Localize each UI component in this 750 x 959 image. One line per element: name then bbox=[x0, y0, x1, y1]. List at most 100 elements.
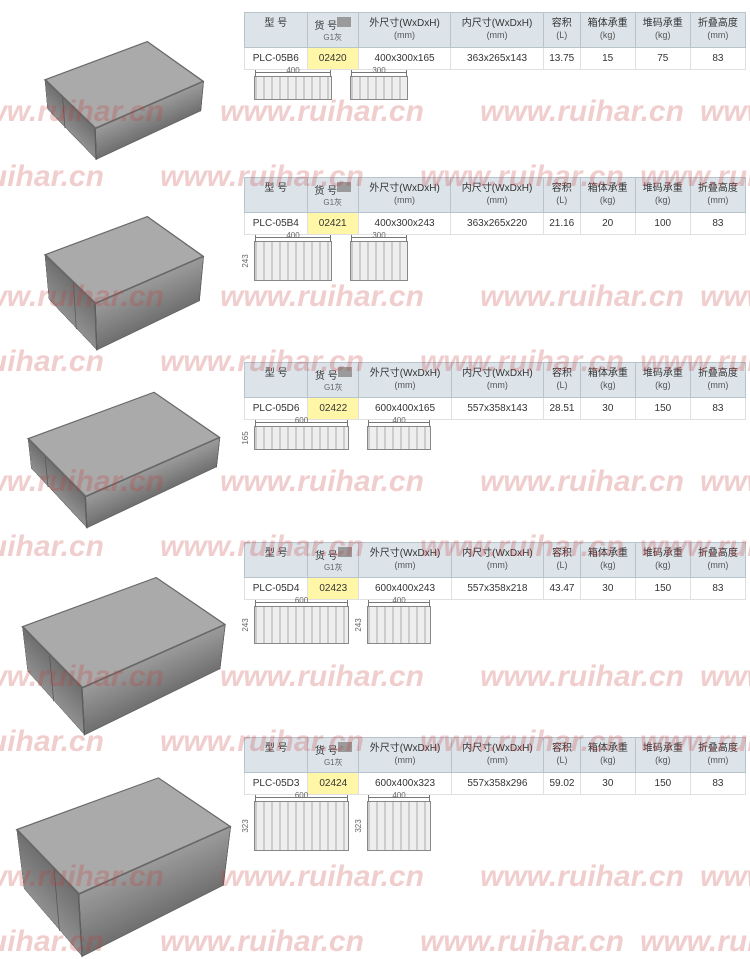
col-header-4: 容积(L) bbox=[544, 543, 581, 578]
spec-table: 型 号货 号G1灰外尺寸(WxDxH)(mm)内尺寸(WxDxH)(mm)容积(… bbox=[244, 737, 746, 795]
product-row-2: 型 号货 号G1灰外尺寸(WxDxH)(mm)内尺寸(WxDxH)(mm)容积(… bbox=[0, 350, 750, 530]
cell-box-load: 30 bbox=[580, 773, 635, 795]
col-header-1: 货 号G1灰 bbox=[308, 738, 359, 773]
col-header-1: 货 号G1灰 bbox=[307, 178, 358, 213]
cell-volume: 21.16 bbox=[543, 213, 580, 235]
col-header-0: 型 号 bbox=[245, 363, 308, 398]
col-header-3: 内尺寸(WxDxH)(mm) bbox=[451, 13, 544, 48]
cell-volume: 13.75 bbox=[543, 48, 580, 70]
cell-sku: 02424 bbox=[308, 773, 359, 795]
product-row-0: 型 号货 号G1灰外尺寸(WxDxH)(mm)内尺寸(WxDxH)(mm)容积(… bbox=[0, 0, 750, 165]
product-image bbox=[4, 538, 244, 713]
dimension-diagram bbox=[367, 801, 431, 851]
cell-sku: 02422 bbox=[308, 398, 359, 420]
col-header-2: 外尺寸(WxDxH)(mm) bbox=[358, 178, 451, 213]
cell-volume: 59.02 bbox=[544, 773, 581, 795]
cell-stack-load: 150 bbox=[635, 773, 690, 795]
col-header-3: 内尺寸(WxDxH)(mm) bbox=[451, 363, 543, 398]
spec-area: 型 号货 号G1灰外尺寸(WxDxH)(mm)内尺寸(WxDxH)(mm)容积(… bbox=[244, 538, 746, 644]
spec-area: 型 号货 号G1灰外尺寸(WxDxH)(mm)内尺寸(WxDxH)(mm)容积(… bbox=[244, 358, 746, 450]
col-header-6: 堆码承重(kg) bbox=[635, 178, 690, 213]
product-image bbox=[4, 8, 244, 153]
dimension-diagram bbox=[254, 426, 349, 450]
cell-volume: 28.51 bbox=[544, 398, 581, 420]
col-header-6: 堆码承重(kg) bbox=[635, 738, 690, 773]
cell-box-load: 30 bbox=[580, 578, 635, 600]
col-header-0: 型 号 bbox=[245, 738, 308, 773]
cell-inner: 557x358x218 bbox=[451, 578, 543, 600]
cell-stack-load: 150 bbox=[635, 578, 690, 600]
col-header-5: 箱体承重(kg) bbox=[580, 13, 635, 48]
cell-volume: 43.47 bbox=[544, 578, 581, 600]
spec-area: 型 号货 号G1灰外尺寸(WxDxH)(mm)内尺寸(WxDxH)(mm)容积(… bbox=[244, 8, 746, 100]
cell-stack-load: 100 bbox=[635, 213, 690, 235]
diagram-row bbox=[244, 426, 746, 450]
col-header-2: 外尺寸(WxDxH)(mm) bbox=[359, 543, 451, 578]
cell-inner: 557x358x143 bbox=[451, 398, 543, 420]
diagram-row bbox=[244, 241, 746, 281]
cell-fold-h: 83 bbox=[690, 578, 745, 600]
cell-inner: 363x265x220 bbox=[451, 213, 544, 235]
spec-table: 型 号货 号G1灰外尺寸(WxDxH)(mm)内尺寸(WxDxH)(mm)容积(… bbox=[244, 177, 746, 235]
col-header-4: 容积(L) bbox=[543, 178, 580, 213]
cell-stack-load: 150 bbox=[635, 398, 690, 420]
col-header-6: 堆码承重(kg) bbox=[635, 543, 690, 578]
cell-sku: 02421 bbox=[307, 213, 358, 235]
cell-fold-h: 83 bbox=[690, 213, 745, 235]
spec-area: 型 号货 号G1灰外尺寸(WxDxH)(mm)内尺寸(WxDxH)(mm)容积(… bbox=[244, 173, 746, 281]
diagram-row bbox=[244, 606, 746, 644]
col-header-6: 堆码承重(kg) bbox=[635, 363, 690, 398]
dimension-diagram bbox=[367, 606, 431, 644]
cell-inner: 557x358x296 bbox=[451, 773, 543, 795]
col-header-1: 货 号G1灰 bbox=[307, 13, 358, 48]
cell-sku: 02420 bbox=[307, 48, 358, 70]
col-header-4: 容积(L) bbox=[544, 363, 581, 398]
col-header-7: 折叠高度(mm) bbox=[690, 13, 745, 48]
col-header-5: 箱体承重(kg) bbox=[580, 178, 635, 213]
cell-stack-load: 75 bbox=[635, 48, 690, 70]
col-header-0: 型 号 bbox=[245, 13, 308, 48]
diagram-row bbox=[244, 801, 746, 851]
cell-fold-h: 83 bbox=[690, 773, 745, 795]
col-header-3: 内尺寸(WxDxH)(mm) bbox=[451, 738, 543, 773]
dimension-diagram bbox=[350, 76, 408, 100]
dimension-diagram bbox=[254, 606, 349, 644]
col-header-7: 折叠高度(mm) bbox=[690, 738, 745, 773]
cell-box-load: 15 bbox=[580, 48, 635, 70]
product-image bbox=[4, 358, 244, 518]
dimension-diagram bbox=[254, 76, 332, 100]
col-header-5: 箱体承重(kg) bbox=[580, 543, 635, 578]
spec-area: 型 号货 号G1灰外尺寸(WxDxH)(mm)内尺寸(WxDxH)(mm)容积(… bbox=[244, 733, 746, 851]
spec-table: 型 号货 号G1灰外尺寸(WxDxH)(mm)内尺寸(WxDxH)(mm)容积(… bbox=[244, 542, 746, 600]
col-header-3: 内尺寸(WxDxH)(mm) bbox=[451, 543, 543, 578]
col-header-6: 堆码承重(kg) bbox=[635, 13, 690, 48]
product-row-3: 型 号货 号G1灰外尺寸(WxDxH)(mm)内尺寸(WxDxH)(mm)容积(… bbox=[0, 530, 750, 725]
product-image bbox=[4, 733, 244, 923]
spec-table: 型 号货 号G1灰外尺寸(WxDxH)(mm)内尺寸(WxDxH)(mm)容积(… bbox=[244, 12, 746, 70]
col-header-5: 箱体承重(kg) bbox=[580, 738, 635, 773]
product-image bbox=[4, 173, 244, 338]
product-row-1: 型 号货 号G1灰外尺寸(WxDxH)(mm)内尺寸(WxDxH)(mm)容积(… bbox=[0, 165, 750, 350]
cell-fold-h: 83 bbox=[690, 398, 745, 420]
cell-sku: 02423 bbox=[308, 578, 359, 600]
col-header-4: 容积(L) bbox=[544, 738, 581, 773]
cell-box-load: 30 bbox=[580, 398, 635, 420]
cell-inner: 363x265x143 bbox=[451, 48, 544, 70]
product-catalog: 型 号货 号G1灰外尺寸(WxDxH)(mm)内尺寸(WxDxH)(mm)容积(… bbox=[0, 0, 750, 935]
dimension-diagram bbox=[350, 241, 408, 281]
col-header-0: 型 号 bbox=[245, 543, 308, 578]
col-header-2: 外尺寸(WxDxH)(mm) bbox=[359, 363, 451, 398]
col-header-1: 货 号G1灰 bbox=[308, 543, 359, 578]
col-header-2: 外尺寸(WxDxH)(mm) bbox=[358, 13, 451, 48]
dimension-diagram bbox=[367, 426, 431, 450]
diagram-row bbox=[244, 76, 746, 100]
cell-box-load: 20 bbox=[580, 213, 635, 235]
col-header-2: 外尺寸(WxDxH)(mm) bbox=[359, 738, 451, 773]
cell-fold-h: 83 bbox=[690, 48, 745, 70]
col-header-4: 容积(L) bbox=[543, 13, 580, 48]
col-header-0: 型 号 bbox=[245, 178, 308, 213]
col-header-7: 折叠高度(mm) bbox=[690, 543, 745, 578]
dimension-diagram bbox=[254, 241, 332, 281]
col-header-5: 箱体承重(kg) bbox=[580, 363, 635, 398]
spec-table: 型 号货 号G1灰外尺寸(WxDxH)(mm)内尺寸(WxDxH)(mm)容积(… bbox=[244, 362, 746, 420]
